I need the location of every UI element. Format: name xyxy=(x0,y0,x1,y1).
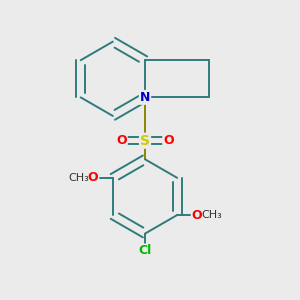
Text: Cl: Cl xyxy=(138,244,152,257)
Text: CH₃: CH₃ xyxy=(68,173,89,183)
Text: O: O xyxy=(192,208,202,221)
Text: N: N xyxy=(140,91,150,104)
Text: O: O xyxy=(163,134,174,147)
Text: O: O xyxy=(116,134,127,147)
Text: O: O xyxy=(88,171,98,184)
Text: S: S xyxy=(140,134,150,148)
Text: CH₃: CH₃ xyxy=(201,210,222,220)
